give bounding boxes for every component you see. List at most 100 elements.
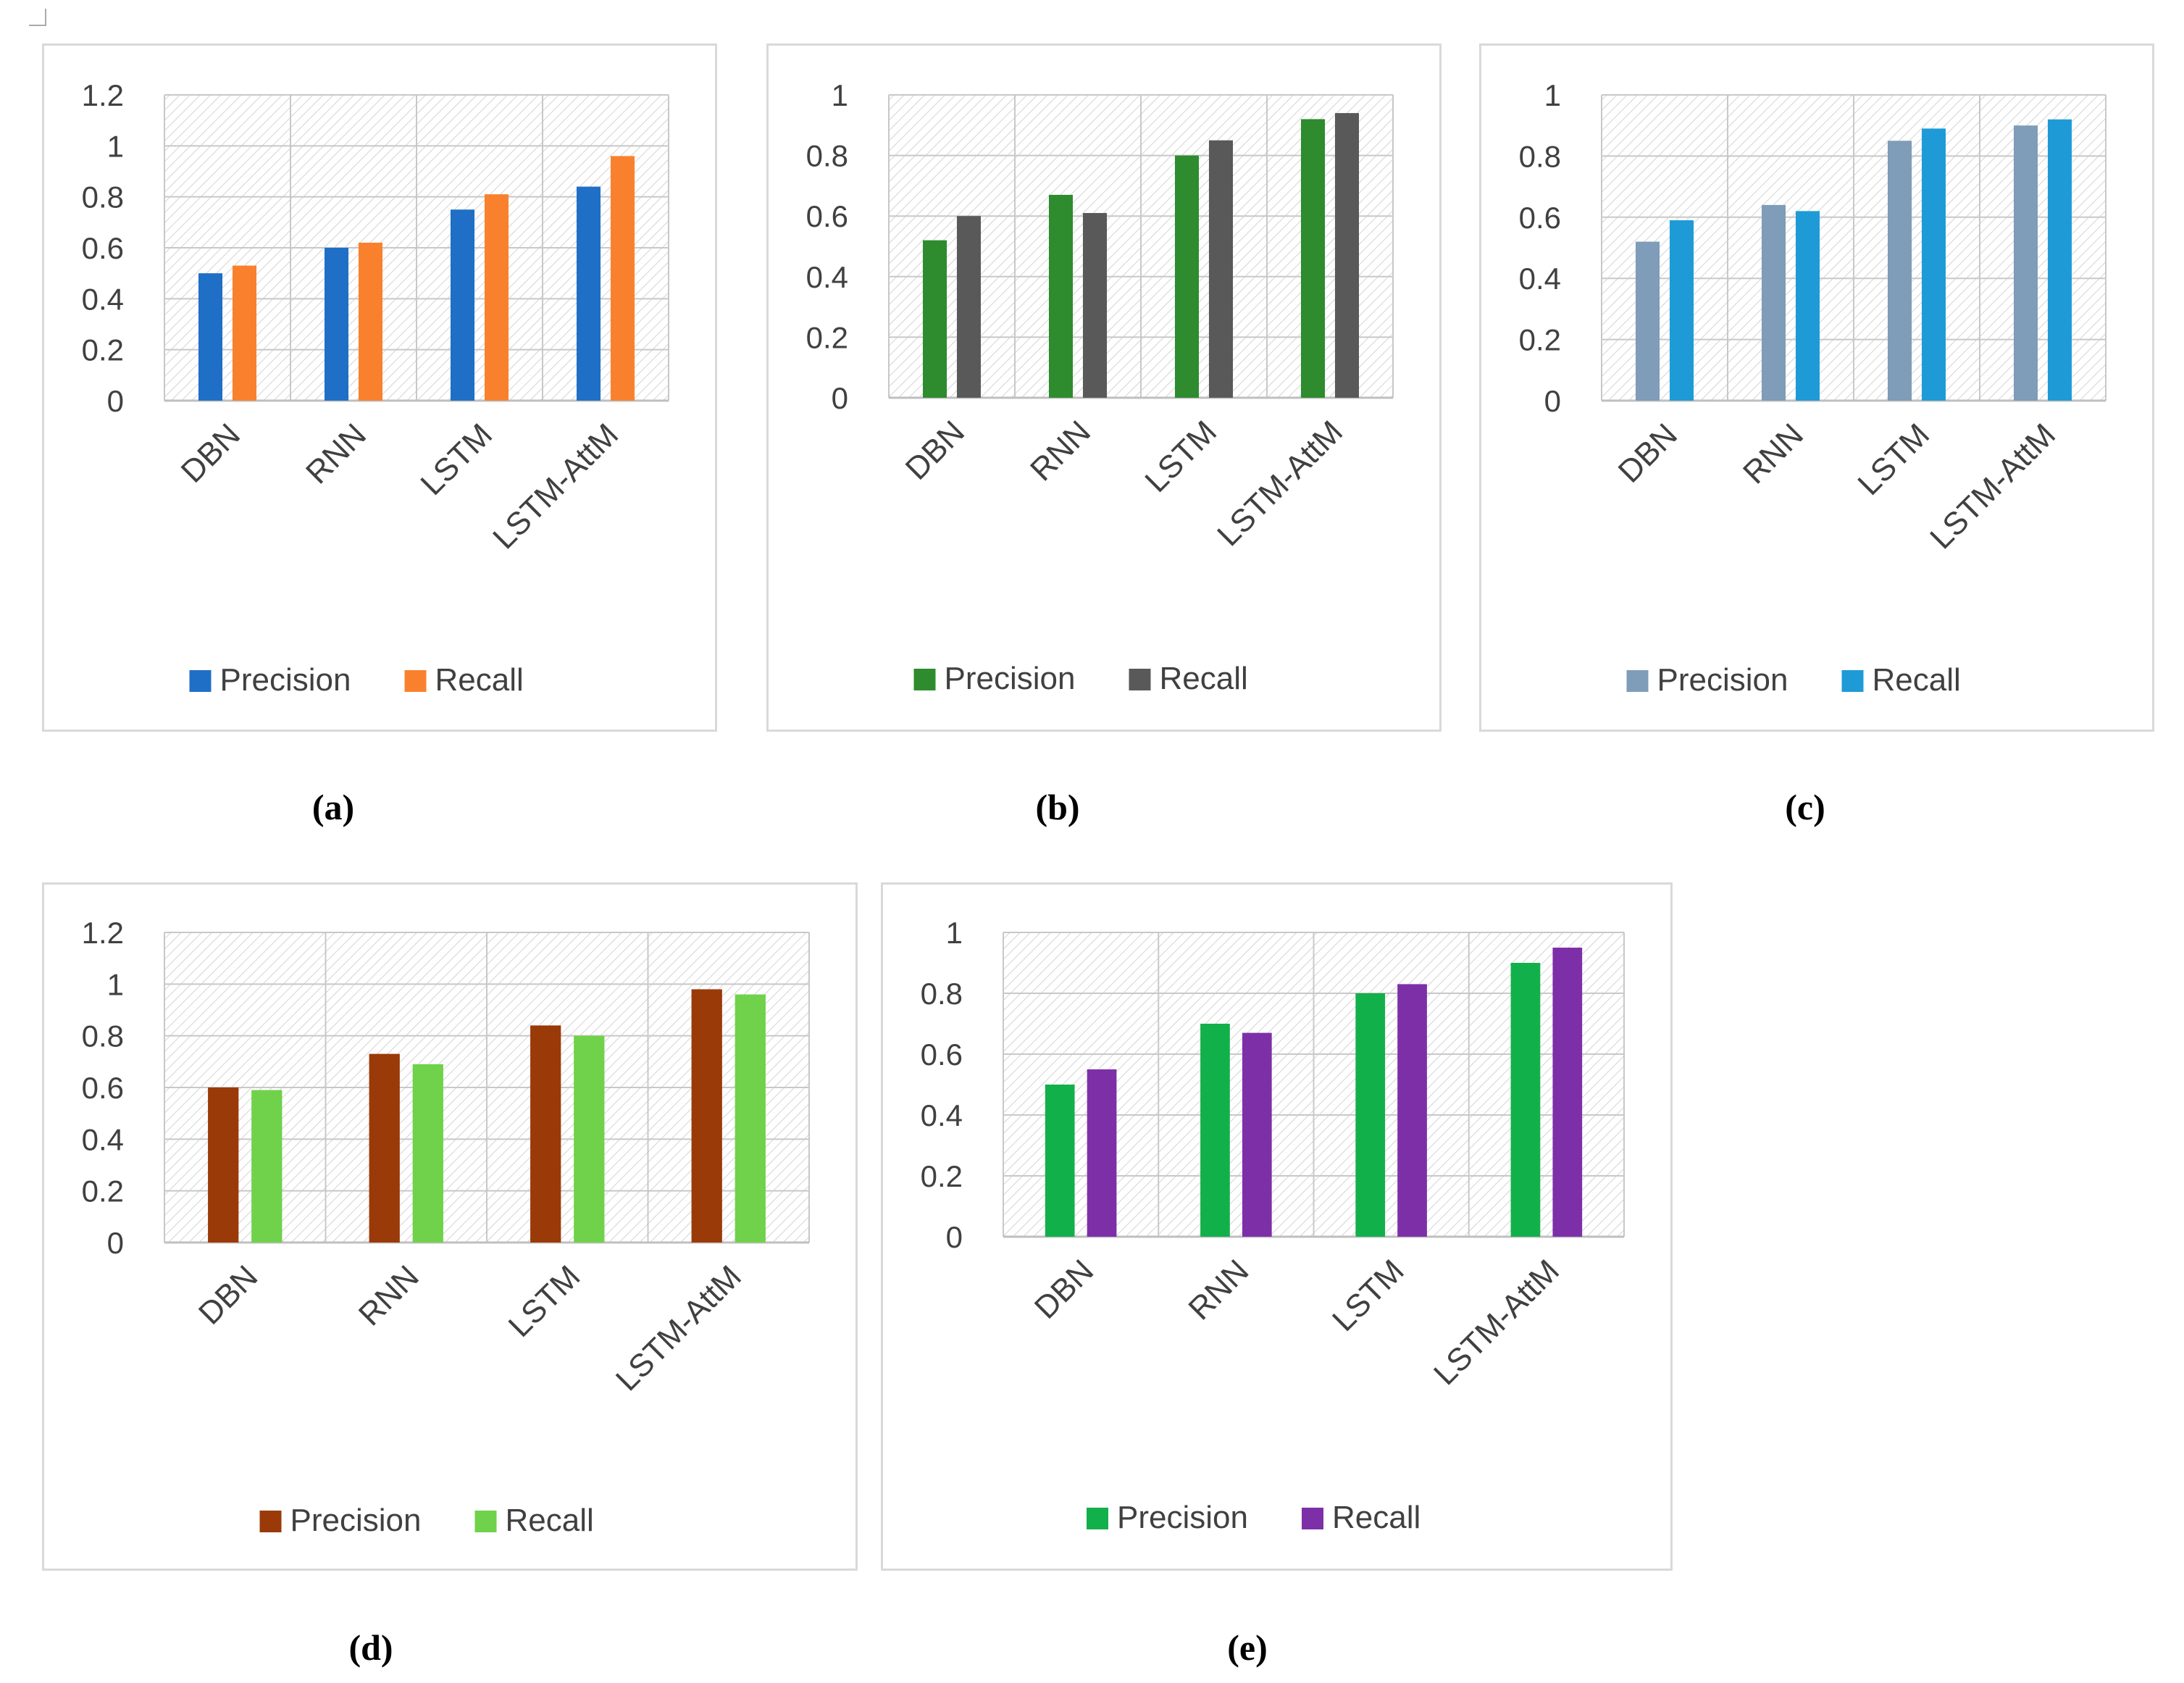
bar-precision-dbn: [1045, 1085, 1075, 1237]
y-tick-label: 0: [946, 1220, 963, 1254]
bar-precision-rnn: [1761, 204, 1786, 401]
legend-swatch-recall: [1302, 1508, 1323, 1529]
legend-label-recall: Recall: [435, 662, 524, 698]
bar-recall-lstm-attm: [735, 994, 766, 1243]
x-tick-label: DBN: [899, 414, 971, 486]
x-tick-label: LSTM: [1138, 414, 1223, 499]
x-tick-label: RNN: [299, 417, 373, 490]
bar-precision-lstm-attm: [2013, 125, 2038, 401]
bar-precision-dbn: [208, 1087, 239, 1243]
caption-d: (d): [348, 1627, 393, 1668]
y-tick-label: 1: [946, 916, 963, 950]
bar-precision-lstm-attm: [691, 989, 722, 1243]
legend-swatch-recall: [1129, 669, 1151, 690]
y-tick-label: 0.6: [1519, 201, 1561, 235]
legend-swatch-precision: [259, 1511, 282, 1532]
y-tick-label: 1.2: [82, 78, 124, 112]
bar-precision-lstm: [450, 209, 475, 401]
legend-swatch-precision: [1626, 670, 1649, 692]
chart-svg-e: 0 0.2 0.4 0.6 0.8 1 DBN RNN LSTM LSTM-AttM Precisi…: [921, 916, 1625, 1535]
y-tick-label: 0.2: [806, 320, 848, 354]
y-tick-label: 0.2: [82, 333, 124, 367]
y-tick-label: 0: [1544, 384, 1561, 418]
bar-precision-lstm: [1174, 155, 1200, 398]
bar-recall-rnn: [358, 242, 383, 401]
bar-recall-dbn: [1087, 1069, 1117, 1237]
x-tick-label: RNN: [1736, 417, 1810, 490]
bar-recall-dbn: [232, 265, 257, 401]
caption-b: (b): [1035, 787, 1080, 827]
y-tick-label: 0: [107, 384, 124, 418]
bar-precision-lstm-attm: [1510, 963, 1541, 1237]
legend-label-precision: Precision: [220, 662, 351, 698]
x-tick-label: DBN: [175, 417, 247, 489]
x-tick-label: RNN: [352, 1258, 426, 1332]
x-tick-label: RNN: [1024, 414, 1097, 488]
y-tick-label: 0.4: [82, 282, 124, 316]
legend-label-precision: Precision: [1657, 662, 1788, 698]
x-tick-label: DBN: [1028, 1253, 1100, 1325]
bar-recall-lstm-attm: [1552, 948, 1583, 1237]
y-tick-label: 0.4: [82, 1122, 124, 1156]
chart-panel-b: 0 0.2 0.4 0.6 0.8 1 DBN RNN LSTM LSTM-AttM Precisi…: [766, 43, 1442, 732]
bar-recall-rnn: [1082, 213, 1108, 398]
corner-crop-mark: [29, 9, 46, 43]
bar-precision-rnn: [369, 1053, 400, 1243]
bar-recall-lstm-attm: [610, 156, 635, 401]
bar-recall-rnn: [1242, 1032, 1272, 1237]
x-tick-label: LSTM: [1851, 417, 1936, 502]
caption-e: (e): [1227, 1627, 1268, 1668]
x-tick-label: DBN: [192, 1258, 264, 1331]
bar-precision-rnn: [324, 248, 349, 401]
bar-recall-rnn: [1795, 211, 1820, 401]
x-tick-label: LSTM-AttM: [1427, 1253, 1566, 1392]
bar-recall-lstm: [484, 194, 509, 401]
bar-recall-rnn: [412, 1064, 443, 1243]
y-tick-label: 1.2: [82, 916, 124, 950]
y-tick-label: 0.6: [82, 1071, 124, 1105]
chart-panel-e: 0 0.2 0.4 0.6 0.8 1 DBN RNN LSTM LSTM-AttM Precisi…: [881, 882, 1673, 1571]
y-tick-label: 1: [107, 129, 124, 163]
bar-precision-lstm-attm: [576, 186, 601, 401]
chart-svg-d: 0 0.2 0.4 0.6 0.8 1 1.2 DBN RNN LSTM LSTM-AttM Prec…: [82, 916, 810, 1538]
bar-precision-lstm: [530, 1025, 561, 1243]
y-tick-label: 1: [832, 78, 848, 112]
legend-label-recall: Recall: [1332, 1500, 1421, 1535]
bar-recall-dbn: [251, 1090, 283, 1243]
y-tick-label: 0.4: [806, 260, 848, 294]
chart-panel-c: 0 0.2 0.4 0.6 0.8 1 DBN RNN LSTM LSTM-AttM Precisi…: [1479, 43, 2154, 732]
x-tick-label: LSTM: [502, 1258, 587, 1344]
y-tick-label: 1: [107, 967, 124, 1001]
legend-label-precision: Precision: [1117, 1500, 1248, 1535]
legend-label-precision: Precision: [945, 661, 1076, 696]
y-tick-label: 1: [1544, 78, 1561, 112]
x-tick-label: DBN: [1612, 417, 1684, 489]
legend-swatch-precision: [1087, 1508, 1108, 1529]
y-tick-label: 0: [107, 1226, 124, 1260]
bar-precision-dbn: [1635, 241, 1660, 401]
x-tick-label: LSTM: [1326, 1253, 1411, 1338]
legend-label-recall: Recall: [1160, 661, 1248, 696]
chart-panel-a: 0 0.2 0.4 0.6 0.8 1 1.2 DBN RNN LSTM LSTM-AttM Prec…: [42, 43, 717, 732]
x-tick-label: LSTM-AttM: [609, 1258, 748, 1398]
bar-precision-rnn: [1048, 194, 1074, 398]
caption-a: (a): [311, 787, 355, 827]
legend-swatch-recall: [404, 670, 427, 692]
legend-swatch-precision: [913, 669, 936, 690]
bar-recall-lstm: [1208, 140, 1234, 398]
bar-recall-lstm-attm: [1334, 113, 1360, 398]
y-tick-label: 0.2: [1519, 323, 1561, 357]
legend-label-precision: Precision: [290, 1503, 422, 1538]
bar-precision-rnn: [1200, 1024, 1230, 1237]
bar-recall-dbn: [956, 216, 982, 398]
y-tick-label: 0.8: [82, 180, 124, 214]
legend-swatch-precision: [189, 670, 212, 692]
chart-panel-d: 0 0.2 0.4 0.6 0.8 1 1.2 DBN RNN LSTM LSTM-AttM Prec…: [42, 882, 858, 1571]
bar-precision-lstm: [1355, 993, 1386, 1237]
x-tick-label: LSTM-AttM: [1210, 414, 1350, 553]
y-tick-label: 0.4: [921, 1098, 963, 1132]
legend-swatch-recall: [474, 1511, 497, 1532]
bar-recall-lstm: [574, 1035, 605, 1243]
